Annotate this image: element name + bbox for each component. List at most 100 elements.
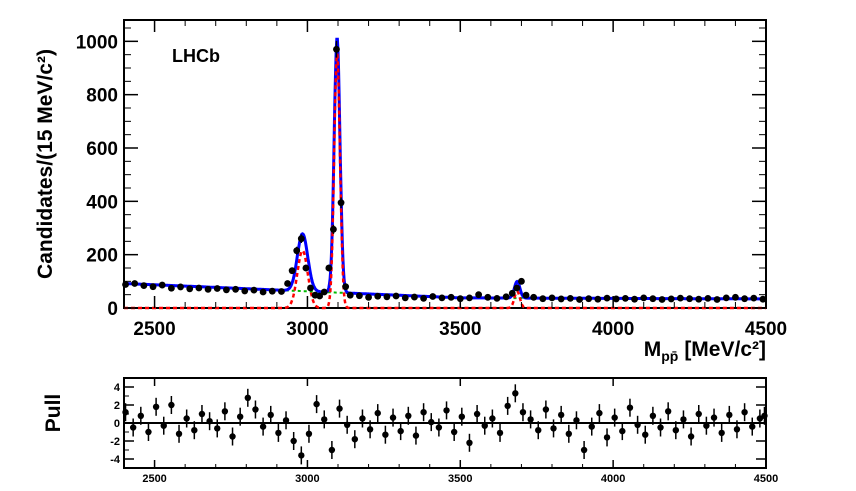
pull-point [145,423,152,441]
pull-point [435,418,443,437]
pull-point [229,427,236,446]
main-x-axis-label: Mpp̄ [MeV/c²] [644,338,766,364]
data-point [713,296,721,303]
pull-x-tick-label: 4500 [754,473,778,485]
data-point [356,292,363,300]
main-plot: 2500 3000 3500 4000 4500 0 200 400 600 800 1000 LH… [34,19,787,364]
pull-point [236,407,244,426]
pull-point [695,405,702,423]
pull-point [252,400,259,419]
pull-point [290,432,297,450]
pull-y-tick-label: 0 [114,418,120,430]
pull-point [129,418,137,437]
pull-point [649,406,657,425]
pull-point [703,416,710,435]
pull-point [328,441,336,459]
data-point [365,293,372,301]
data-point [603,294,611,302]
data-point [686,295,693,303]
x-tick-label: 3000 [286,319,328,340]
pull-point [565,424,573,443]
x-axis-label-main: M [644,338,662,361]
pull-point [412,426,420,445]
pull-point [397,422,404,441]
pull-point [443,401,450,420]
pull-x-tick-label: 2500 [142,473,166,485]
pull-point [519,403,527,422]
y-tick-label: 1000 [76,32,118,53]
pull-point [733,420,741,439]
x-tick-label: 2500 [133,319,175,340]
data-point [522,291,530,299]
data-point [232,285,239,293]
pull-point [137,406,145,425]
pull-point [741,403,748,422]
data-point [177,283,184,291]
pull-point [557,405,565,424]
pull-point [359,409,366,428]
data-point [677,294,684,302]
pull-point [664,402,672,421]
pull-point [749,417,756,436]
pull-point [321,410,328,429]
pull-point [298,446,305,465]
data-point [594,295,602,303]
data-point [213,285,221,292]
pull-point [259,417,267,436]
main-y-axis-label: Candidates/(15 MeV/c²) [34,49,57,279]
data-point [250,286,258,294]
x-tick-label: 4000 [592,319,634,340]
data-point [466,294,473,302]
data-point [621,295,629,302]
pull-point [756,409,764,428]
data-point [320,288,328,296]
pull-point [282,411,290,430]
pull-point [450,423,458,441]
x-axis-label-sub: pp̄ [661,348,678,364]
pull-point [382,425,389,444]
data-point [325,264,333,272]
data-point [186,285,194,293]
pull-point [504,396,511,415]
pull-point [588,417,595,436]
data-point [307,284,314,292]
data-point [429,293,437,300]
pull-point [580,441,588,459]
data-point [502,293,510,301]
pull-point [420,403,427,422]
data-point [649,295,657,303]
pull-y-tick-label: 4 [114,382,121,394]
pull-point [535,421,542,440]
data-point [268,287,276,295]
data-point [241,287,249,295]
main-plot-frame [123,19,767,309]
pull-point [573,411,580,430]
data-point [612,295,620,303]
pull-point [343,415,351,434]
pull-point [542,400,550,419]
pull-point [687,427,695,446]
pull-point [642,425,649,444]
pull-point [672,421,680,440]
data-point [411,293,418,301]
pull-point [198,405,206,423]
pull-point [710,408,718,427]
pull-point [512,384,519,403]
data-point [484,293,492,301]
pull-y-tick-label: -2 [110,436,120,448]
pull-point [214,419,221,438]
data-point [392,292,400,300]
data-point [167,284,175,292]
fit-curves [124,37,766,310]
data-point [518,277,525,285]
pull-point [458,407,466,426]
data-point [401,294,409,302]
data-point [420,295,427,302]
data-point [759,295,767,303]
data-point [539,295,547,303]
data-point [631,295,638,303]
x-tick-label: 3500 [439,319,481,340]
data-point [293,246,301,255]
pull-point [267,405,274,424]
